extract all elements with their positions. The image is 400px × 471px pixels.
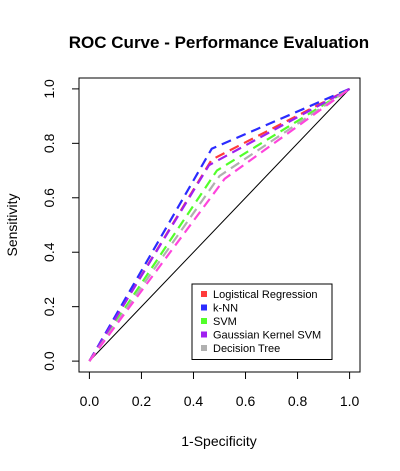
x-tick-label: 0.8 [288, 393, 308, 409]
legend-swatch [201, 291, 207, 297]
y-axis-title: Sensitivity [4, 193, 20, 256]
x-tick-label: 0.4 [184, 393, 204, 409]
x-tick-label: 0.0 [80, 393, 100, 409]
series-line-4 [88, 87, 351, 362]
y-tick-label: 0.8 [41, 133, 57, 153]
x-tick-label: 1.0 [340, 393, 360, 409]
y-tick-label: 0.0 [41, 351, 57, 371]
legend-box [191, 283, 333, 360]
y-tick-label: 0.4 [41, 242, 57, 262]
legend-swatch [201, 318, 207, 324]
series-line-3 [88, 87, 351, 362]
series-line-5 [88, 87, 351, 362]
legend-label: Decision Tree [213, 343, 280, 355]
legend-label: Gaussian Kernel SVM [213, 330, 321, 342]
reference-diagonal-line [89, 88, 350, 362]
x-tick-label: 0.2 [132, 393, 152, 409]
plot-frame [78, 77, 361, 373]
legend-swatch [201, 304, 207, 311]
y-tick-label: 1.0 [41, 79, 57, 99]
x-axis-title: 1-Specificity [181, 433, 256, 449]
legend-label: Logistical Regression [213, 289, 318, 301]
series-line-2 [88, 87, 351, 362]
legend-label: k-NN [213, 303, 238, 315]
y-tick-label: 0.2 [41, 297, 57, 317]
legend-label: SVM [213, 316, 237, 328]
legend-swatch [201, 345, 207, 351]
x-tick-label: 0.6 [236, 393, 256, 409]
chart-title: ROC Curve - Performance Evaluation [69, 33, 369, 52]
series-line-0 [88, 87, 351, 362]
legend-swatch [201, 331, 207, 338]
y-tick-label: 0.6 [41, 188, 57, 208]
series-line-1 [88, 87, 351, 362]
